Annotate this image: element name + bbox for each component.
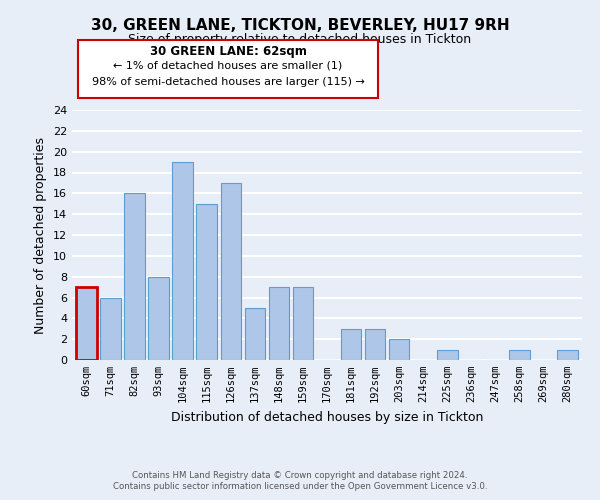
X-axis label: Distribution of detached houses by size in Tickton: Distribution of detached houses by size …: [171, 410, 483, 424]
Text: 30, GREEN LANE, TICKTON, BEVERLEY, HU17 9RH: 30, GREEN LANE, TICKTON, BEVERLEY, HU17 …: [91, 18, 509, 32]
Bar: [221, 183, 241, 360]
Bar: [196, 204, 217, 360]
Text: 98% of semi-detached houses are larger (115) →: 98% of semi-detached houses are larger (…: [92, 78, 364, 88]
Text: ← 1% of detached houses are smaller (1): ← 1% of detached houses are smaller (1): [113, 61, 343, 71]
Bar: [341, 329, 361, 360]
Text: Size of property relative to detached houses in Tickton: Size of property relative to detached ho…: [128, 32, 472, 46]
Bar: [124, 194, 145, 360]
Text: 30 GREEN LANE: 62sqm: 30 GREEN LANE: 62sqm: [149, 45, 307, 58]
Bar: [437, 350, 458, 360]
Bar: [293, 287, 313, 360]
Bar: [365, 329, 385, 360]
Bar: [172, 162, 193, 360]
Bar: [245, 308, 265, 360]
Text: Contains HM Land Registry data © Crown copyright and database right 2024.: Contains HM Land Registry data © Crown c…: [132, 471, 468, 480]
Bar: [76, 287, 97, 360]
Bar: [389, 339, 409, 360]
Bar: [100, 298, 121, 360]
Y-axis label: Number of detached properties: Number of detached properties: [34, 136, 47, 334]
Bar: [509, 350, 530, 360]
Text: Contains public sector information licensed under the Open Government Licence v3: Contains public sector information licen…: [113, 482, 487, 491]
Bar: [148, 276, 169, 360]
Bar: [269, 287, 289, 360]
Bar: [557, 350, 578, 360]
